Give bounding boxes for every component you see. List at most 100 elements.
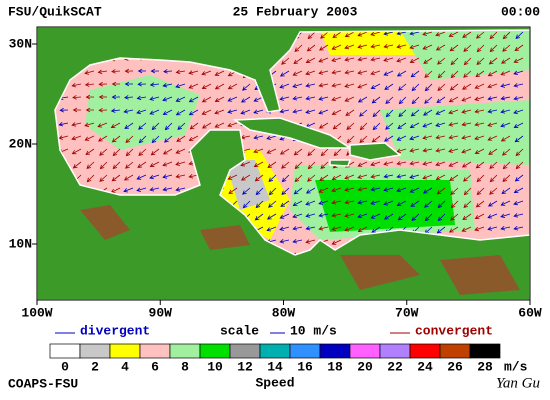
- wind-arrow: [294, 44, 303, 52]
- wind-arrow: [383, 57, 394, 62]
- wind-arrow: [449, 83, 459, 91]
- wind-arrow: [71, 148, 82, 155]
- wind-arrow: [359, 122, 368, 131]
- wind-arrow: [267, 161, 277, 168]
- wind-arrow: [396, 135, 407, 141]
- wind-arrow: [463, 174, 472, 182]
- wind-arrow: [99, 161, 108, 170]
- speed-region: [225, 160, 270, 210]
- wind-arrow: [319, 174, 329, 181]
- wind-arrow: [331, 239, 342, 245]
- wind-arrow: [489, 174, 498, 183]
- wind-arrow: [461, 148, 472, 154]
- wind-arrow: [111, 135, 121, 143]
- wind-arrow: [422, 122, 433, 128]
- wind-arrow: [331, 96, 342, 102]
- wind-arrow: [150, 148, 160, 156]
- wind-arrow: [84, 82, 95, 87]
- wind-arrow: [463, 44, 472, 52]
- wind-arrow: [240, 96, 251, 103]
- wind-arrow: [71, 135, 82, 141]
- header-center: 25 February 2003: [233, 4, 358, 19]
- wind-arrow: [97, 122, 108, 128]
- wind-arrow: [318, 213, 329, 218]
- wind-arrow: [435, 148, 446, 153]
- wind-arrow: [227, 109, 238, 114]
- wind-arrow: [435, 31, 446, 37]
- wind-arrow: [500, 70, 511, 76]
- wind-arrow: [501, 57, 511, 64]
- wind-arrow: [500, 83, 511, 88]
- colorbar-tick: 4: [121, 359, 129, 374]
- wind-arrow: [97, 69, 108, 75]
- colorbar-cell: [349, 343, 381, 359]
- wind-arrow: [72, 107, 82, 113]
- wind-arrow: [383, 174, 394, 179]
- colorbar-tick: 10: [207, 359, 223, 374]
- colorbar-cell: [259, 343, 291, 359]
- wind-arrow: [138, 135, 147, 144]
- colorbar-tick: 24: [417, 359, 433, 374]
- wind-arrow: [346, 122, 355, 130]
- wind-arrow: [318, 70, 329, 75]
- wind-arrow: [292, 200, 303, 207]
- wind-arrow: [175, 161, 186, 166]
- wind-arrow: [344, 187, 355, 192]
- wind-arrow: [162, 161, 173, 167]
- wind-arrow: [396, 57, 407, 63]
- legend-convergent: convergent: [415, 323, 493, 338]
- wind-arrow: [175, 174, 186, 179]
- wind-arrow: [175, 148, 186, 154]
- wind-arrow: [424, 213, 433, 222]
- wind-arrow: [305, 226, 316, 231]
- wind-arrow: [463, 187, 472, 196]
- colorbar-tick: 8: [181, 359, 189, 374]
- wind-arrow: [305, 83, 316, 88]
- wind-arrow: [292, 213, 303, 219]
- wind-arrow: [513, 213, 524, 218]
- wind-arrow: [279, 70, 290, 77]
- wind-arrow: [385, 109, 394, 118]
- wind-arrow: [487, 109, 498, 114]
- wind-arrow: [305, 96, 316, 101]
- wind-arrow: [331, 226, 342, 231]
- wind-arrow: [476, 174, 485, 183]
- wind-arrow: [383, 187, 394, 192]
- wind-arrow: [489, 44, 498, 53]
- wind-arrow: [253, 135, 264, 140]
- wind-arrow: [357, 44, 368, 49]
- wind-arrow: [502, 31, 511, 40]
- wind-arrow: [422, 161, 433, 166]
- wind-arrow: [370, 213, 381, 219]
- wind-arrow: [383, 135, 394, 142]
- wind-arrow: [409, 31, 420, 36]
- wind-arrow: [124, 95, 134, 100]
- wind-arrow: [188, 83, 199, 89]
- wind-arrow: [385, 122, 394, 130]
- wind-arrow: [383, 31, 394, 36]
- wind-arrow: [266, 226, 277, 232]
- wind-arrow: [515, 161, 524, 170]
- colorbar-tick: 18: [327, 359, 343, 374]
- wind-arrow: [162, 187, 173, 192]
- wind-arrow: [448, 161, 459, 167]
- wind-arrow: [513, 57, 524, 63]
- wind-arrow: [422, 135, 433, 140]
- wind-arrow: [409, 148, 420, 153]
- wind-arrow: [255, 200, 264, 209]
- wind-arrow: [489, 161, 498, 169]
- wind-arrow: [84, 70, 95, 75]
- wind-arrow: [281, 161, 290, 169]
- wind-arrow: [242, 200, 251, 209]
- wind-arrow: [409, 161, 420, 166]
- wind-arrow: [175, 109, 186, 116]
- wind-arrow: [242, 83, 251, 91]
- wind-arrow: [474, 148, 485, 154]
- wind-arrow: [125, 135, 134, 144]
- wind-arrow: [175, 69, 186, 75]
- wind-arrow: [149, 96, 160, 101]
- wind-arrow: [307, 148, 316, 156]
- header-left: FSU/QuikSCAT: [8, 4, 102, 19]
- wind-arrow: [227, 174, 238, 180]
